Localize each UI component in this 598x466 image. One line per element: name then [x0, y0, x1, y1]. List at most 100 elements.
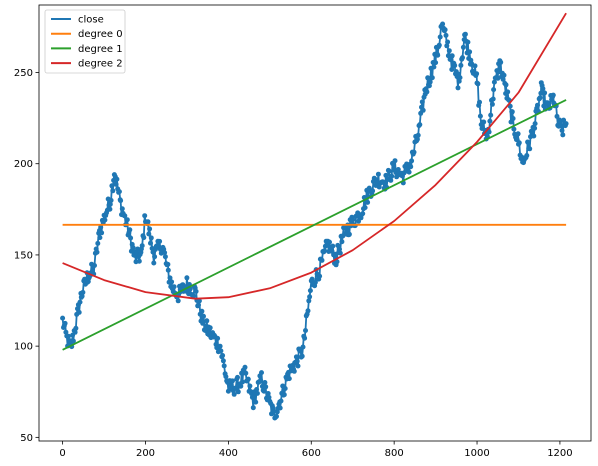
- data-point: [417, 122, 423, 128]
- legend-item: degree 2: [51, 59, 123, 70]
- data-point: [414, 136, 420, 142]
- legend-label: degree 2: [78, 59, 123, 70]
- data-point: [235, 389, 241, 395]
- data-point: [259, 370, 264, 376]
- data-point: [490, 96, 496, 102]
- x-tick-label: 600: [302, 448, 321, 459]
- data-point: [392, 158, 398, 164]
- data-point: [510, 116, 516, 121]
- data-point: [415, 132, 421, 138]
- data-point: [107, 206, 113, 212]
- legend-label: close: [78, 15, 104, 26]
- data-point: [250, 405, 256, 411]
- data-point: [233, 385, 239, 391]
- data-point: [242, 364, 248, 370]
- data-point: [419, 99, 425, 105]
- data-point: [498, 59, 504, 65]
- data-point: [196, 302, 201, 308]
- data-point: [253, 399, 259, 405]
- data-point: [376, 184, 382, 190]
- data-point: [424, 89, 430, 95]
- data-point: [460, 55, 465, 61]
- data-point: [330, 243, 336, 249]
- x-tick-label: 400: [219, 448, 238, 459]
- series-line-degree-1: [62, 99, 567, 351]
- data-point: [436, 42, 442, 48]
- data-point: [327, 239, 332, 245]
- data-point: [99, 230, 105, 236]
- data-point: [437, 34, 443, 40]
- data-point: [146, 231, 152, 237]
- data-point: [145, 219, 151, 225]
- data-point: [235, 374, 240, 380]
- x-tick-label: 1200: [547, 448, 572, 459]
- data-point: [165, 261, 171, 267]
- legend-item: degree 0: [51, 29, 123, 40]
- data-point: [119, 206, 125, 212]
- data-point: [389, 173, 395, 179]
- data-point: [532, 121, 538, 127]
- data-point: [307, 288, 313, 294]
- data-point: [157, 238, 163, 244]
- data-point: [500, 76, 506, 82]
- data-point: [365, 199, 371, 205]
- data-point: [350, 217, 356, 223]
- data-point: [563, 121, 569, 127]
- data-point: [113, 181, 119, 187]
- data-point: [465, 39, 471, 45]
- data-point: [420, 107, 426, 113]
- data-point: [139, 243, 145, 249]
- data-point: [231, 391, 237, 397]
- data-point: [475, 81, 481, 87]
- legend-item: close: [51, 15, 104, 26]
- data-point: [411, 149, 417, 155]
- data-point: [460, 44, 466, 50]
- legend: close degree 0 degree 1 degree 2: [44, 9, 126, 74]
- data-point: [217, 343, 223, 349]
- data-point: [531, 133, 537, 139]
- data-point: [97, 235, 103, 241]
- data-point: [408, 164, 414, 170]
- data-point: [337, 250, 343, 256]
- data-point: [79, 293, 85, 299]
- data-point: [307, 294, 313, 300]
- data-point: [196, 298, 202, 304]
- data-point: [281, 392, 287, 398]
- data-point: [440, 21, 446, 27]
- data-point: [92, 263, 97, 268]
- data-point: [136, 258, 142, 264]
- data-point: [122, 213, 128, 219]
- data-point: [102, 217, 108, 223]
- series-layer: [60, 12, 569, 421]
- axes-layer: 0 200 400 600 800 1000 1200 50 100 150 200 250: [14, 68, 573, 459]
- data-point: [299, 353, 305, 359]
- data-point: [148, 235, 154, 241]
- data-point: [108, 197, 114, 203]
- data-point: [525, 140, 531, 146]
- data-point: [167, 275, 173, 281]
- data-point: [443, 32, 449, 38]
- data-point: [360, 211, 366, 217]
- data-point: [171, 284, 177, 290]
- data-point: [204, 318, 210, 324]
- data-point: [433, 60, 439, 66]
- data-point: [223, 374, 229, 380]
- data-point: [509, 109, 515, 115]
- data-point: [147, 226, 153, 232]
- plot-frame: [38, 4, 592, 442]
- data-point: [335, 242, 341, 248]
- data-point: [560, 132, 566, 138]
- data-point: [559, 128, 565, 133]
- data-point: [503, 82, 509, 88]
- data-point: [346, 231, 352, 237]
- data-point: [458, 62, 464, 68]
- data-point: [110, 188, 116, 194]
- data-point: [109, 183, 115, 189]
- data-point: [247, 383, 253, 389]
- data-point: [452, 63, 458, 68]
- data-point: [73, 325, 79, 331]
- series-line-degree-2: [62, 12, 567, 300]
- data-point: [274, 413, 279, 419]
- data-point: [263, 384, 269, 390]
- data-point: [162, 250, 168, 256]
